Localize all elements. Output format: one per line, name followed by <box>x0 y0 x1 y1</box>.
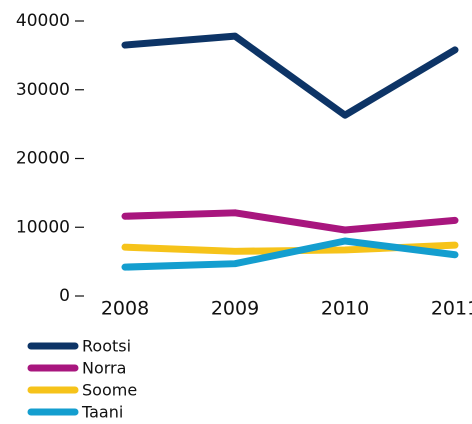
y-tick-label: 30000 <box>16 80 70 100</box>
legend-label: Soome <box>82 381 137 400</box>
x-tick-label: 2010 <box>321 298 369 320</box>
x-tick-label: 2011 <box>431 298 472 320</box>
series-line <box>121 237 459 271</box>
y-tick-label: 20000 <box>16 149 70 169</box>
y-tick-label: 10000 <box>16 217 70 237</box>
legend-label: Rootsi <box>82 337 131 356</box>
series-line <box>121 32 459 119</box>
legend-label: Norra <box>82 359 126 378</box>
legend-label: Taani <box>81 403 123 422</box>
series-line <box>121 209 459 234</box>
y-tick-label: 0 <box>59 286 70 306</box>
x-tick-label: 2009 <box>211 298 259 320</box>
y-tick-label: 40000 <box>16 11 70 31</box>
x-tick-label: 2008 <box>101 298 149 320</box>
